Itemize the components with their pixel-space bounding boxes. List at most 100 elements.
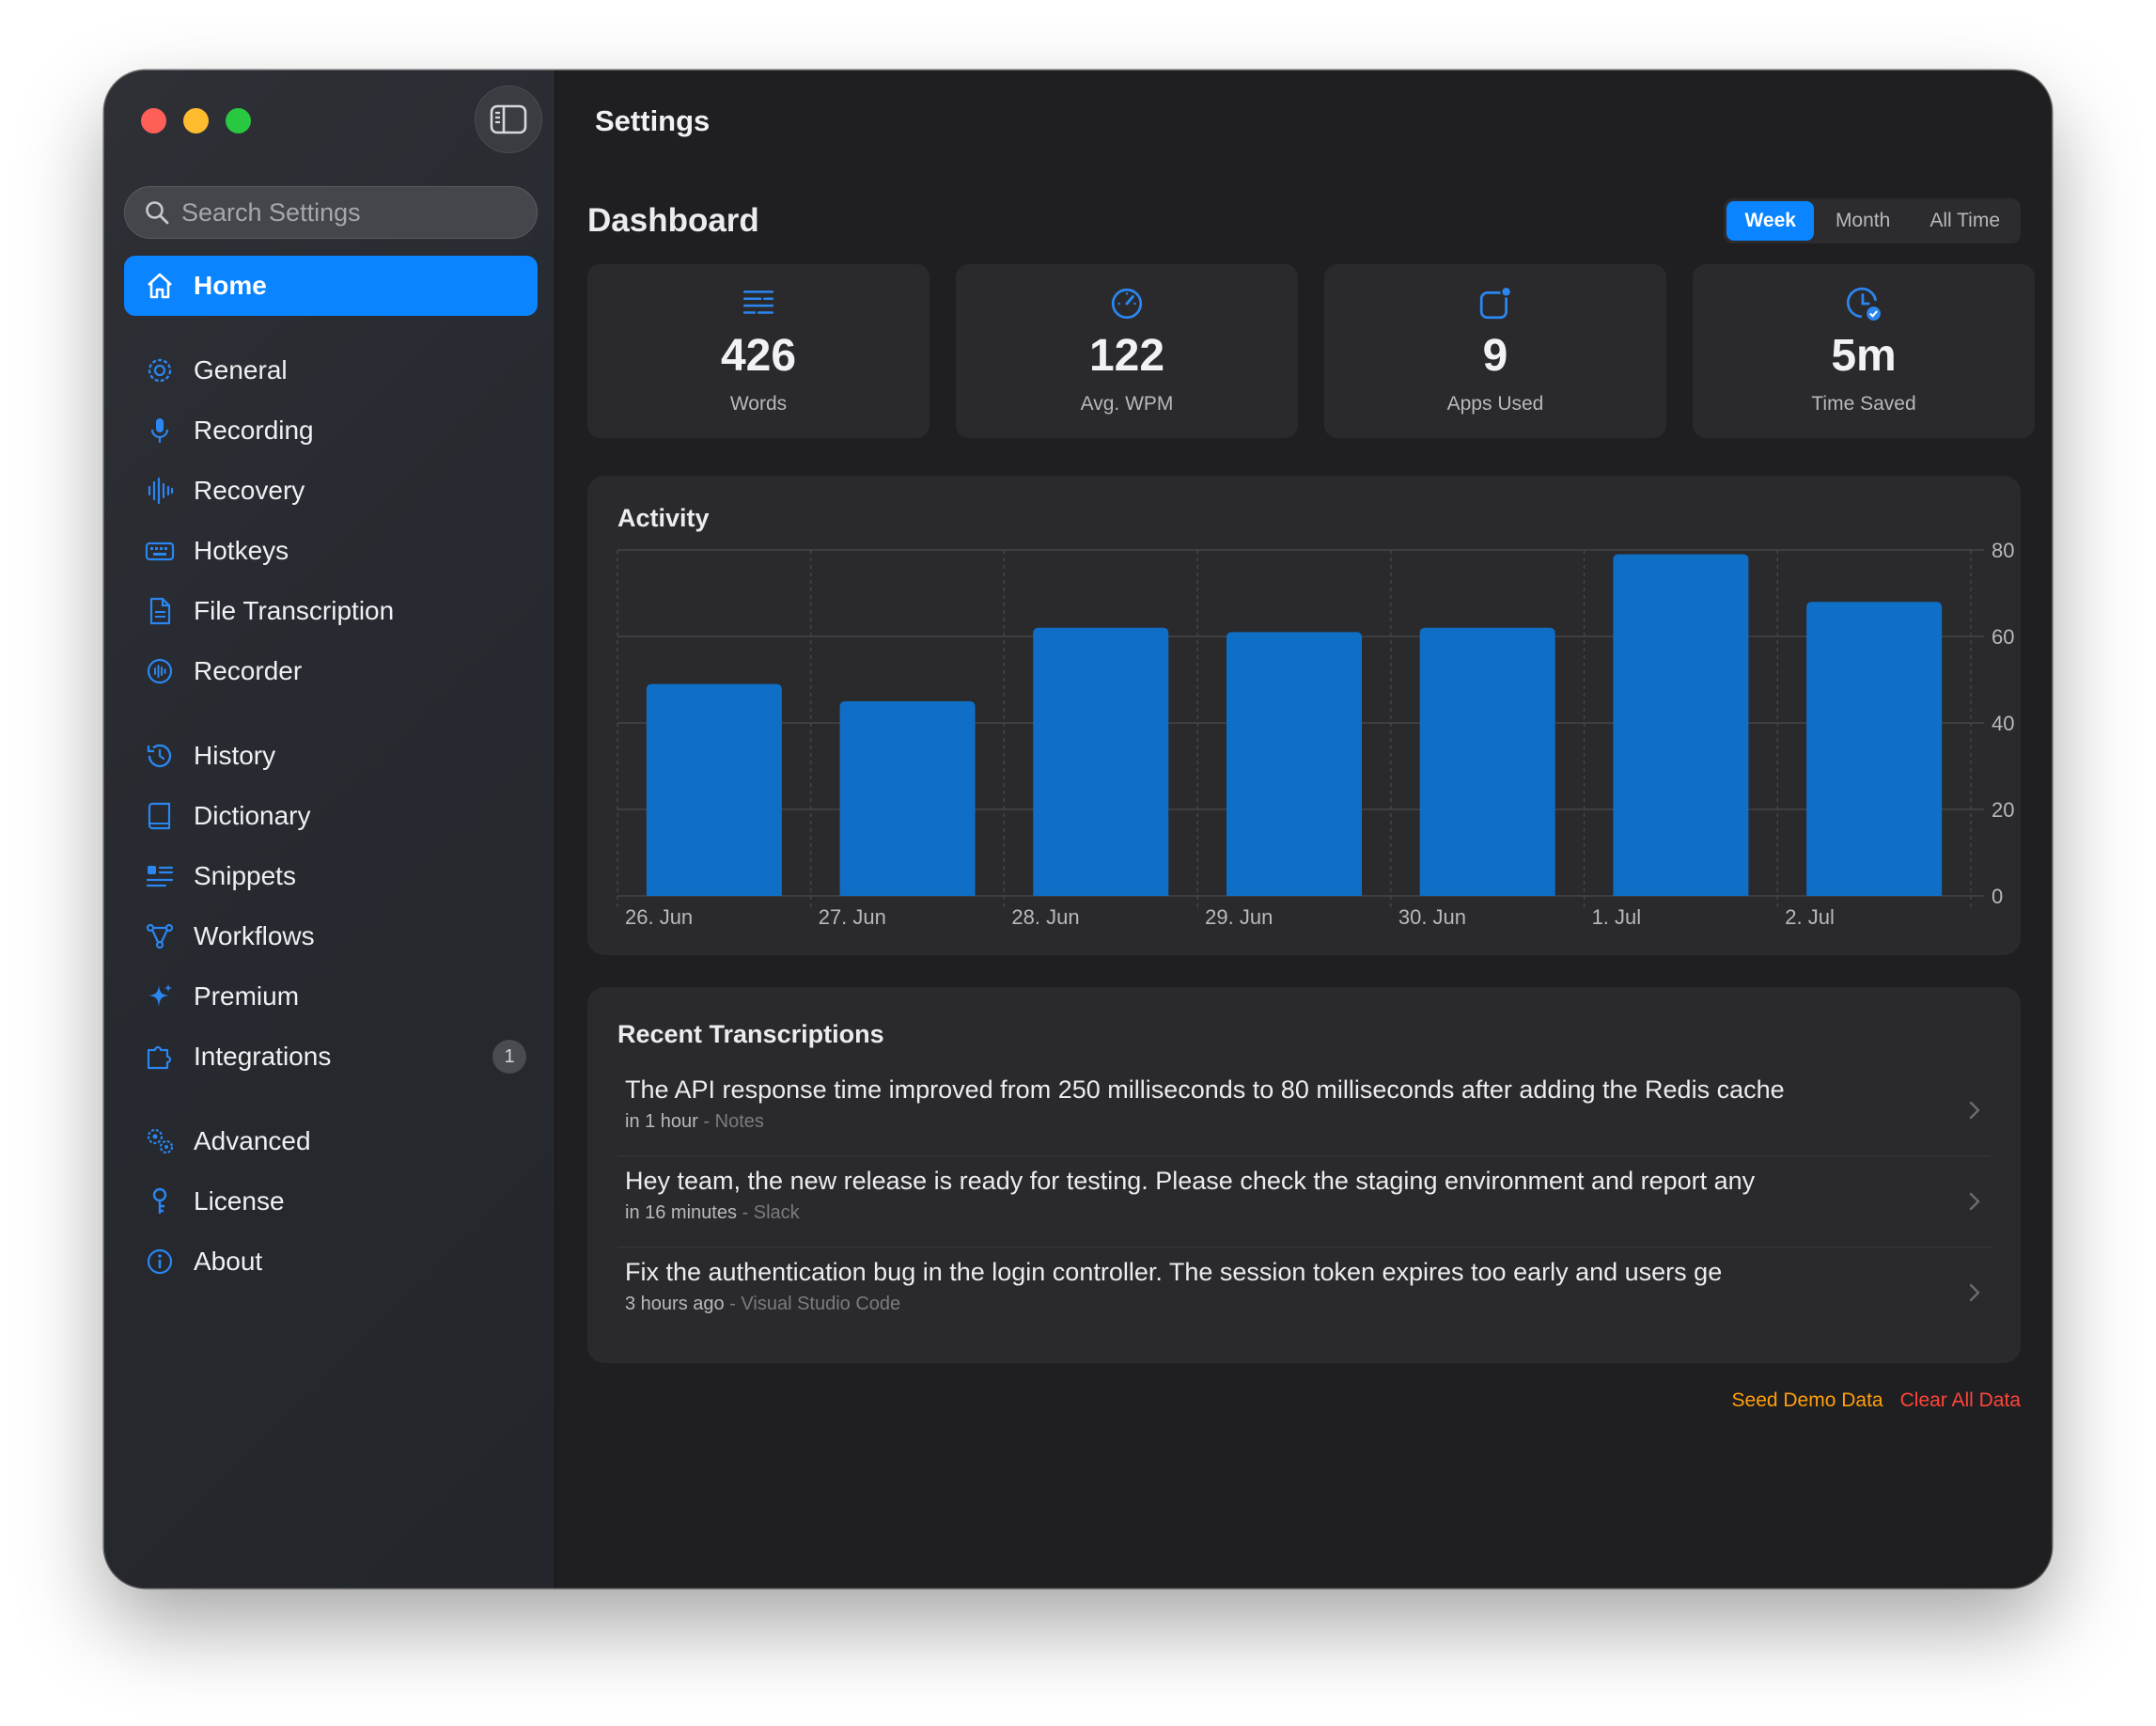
settings-window: Home General Recording Recovery Hotkeys File … [104,71,2052,1588]
x-tick-label: 29. Jun [1205,905,1273,929]
transcription-text: Fix the authentication bug in the login … [625,1258,1723,1286]
speedometer-icon [1109,285,1145,322]
sidebar-item-recorder[interactable]: Recorder [124,641,538,701]
sidebar-item-recovery[interactable]: Recovery [124,461,538,521]
stat-card-words: 426 Words [587,264,930,438]
sidebar-item-label: Hotkeys [194,536,289,565]
transcription-app: - Slack [742,1202,800,1223]
sidebar-item-general[interactable]: General [124,340,538,400]
activity-bar [1419,627,1555,896]
sidebar-nav: Home General Recording Recovery Hotkeys File … [124,256,538,1292]
stat-value: 9 [1482,331,1508,381]
sidebar-item-label: File Transcription [194,596,395,625]
sidebar-item-label: Recording [194,416,314,445]
transcription-row[interactable]: The API response time improved from 250 … [617,1066,1991,1156]
transcription-time: in 16 minutes [625,1202,737,1223]
close-window-button[interactable] [141,108,166,133]
sidebar-item-history[interactable]: History [124,726,538,786]
stat-value: 5m [1831,331,1897,381]
notification-badge: 1 [492,1040,526,1074]
keyboard-icon [145,536,175,566]
search-input[interactable] [181,197,520,228]
sidebar-item-integrations[interactable]: Integrations 1 [124,1027,538,1087]
sidebar-item-license[interactable]: License [124,1171,538,1232]
stat-value: 122 [1088,331,1165,381]
record-circle-icon [145,656,175,686]
range-segmented-control: Week Month All Time [1724,198,2021,243]
transcription-row[interactable]: Hey team, the new release is ready for t… [617,1157,1991,1247]
gears-icon [145,1126,175,1156]
sidebar-item-premium[interactable]: Premium [124,966,538,1027]
dashboard-title: Dashboard [587,202,759,239]
y-tick-label: 20 [1992,798,2014,822]
activity-bar [1613,554,1749,896]
y-tick-label: 60 [1992,625,2014,649]
sidebar-item-label: Recovery [194,476,305,505]
nav-group-spacer [124,316,538,340]
stat-value: 426 [720,331,797,381]
sidebar-item-recording[interactable]: Recording [124,400,538,461]
sidebar-item-workflows[interactable]: Workflows [124,906,538,966]
sidebar-item-label: Premium [194,981,300,1011]
range-option-month[interactable]: Month [1835,210,1891,231]
footer-links: Seed Demo Data Clear All Data [1732,1389,2021,1412]
activity-chart: 0 20 40 60 80 26. Jun 27. Jun 28. Jun 29. Jun 30.… [617,539,2014,929]
stat-card-avg-wpm: 122 Avg. WPM [956,264,1298,438]
x-tick-label: 30. Jun [1398,905,1466,929]
sidebar-item-snippets[interactable]: Snippets [124,846,538,906]
sidebar-toggle-icon [490,104,527,134]
info-icon [145,1247,175,1277]
sidebar-item-label: Dictionary [194,801,311,830]
sidebar-item-label: Recorder [194,656,303,685]
x-tick-label: 2. Jul [1785,905,1835,929]
sidebar-toggle-button[interactable] [475,86,542,153]
sidebar: Home General Recording Recovery Hotkeys File … [104,71,555,1588]
activity-bar [1226,632,1362,896]
range-option-week[interactable]: Week [1726,201,1814,241]
sidebar-item-home[interactable]: Home [124,256,538,316]
activity-title: Activity [617,504,710,532]
chevron-right-icon [1968,1191,1981,1216]
y-tick-label: 40 [1992,712,2014,735]
seed-demo-data-link[interactable]: Seed Demo Data [1731,1389,1883,1411]
snippets-icon [145,861,175,891]
document-icon [145,596,175,626]
y-tick-label: 80 [1992,539,2014,562]
stat-label: Avg. WPM [1080,393,1174,415]
book-icon [145,801,175,831]
sidebar-item-file-transcription[interactable]: File Transcription [124,581,538,641]
sidebar-item-label: History [194,741,276,770]
minimize-window-button[interactable] [183,108,209,133]
waveform-icon [145,476,175,506]
zoom-window-button[interactable] [226,108,251,133]
activity-bar [1806,602,1943,896]
text-lines-icon [741,285,776,322]
range-option-all-time[interactable]: All Time [1929,210,2000,231]
transcription-meta: 3 hours ago - Visual Studio Code [625,1294,900,1315]
search-field[interactable] [124,186,538,239]
transcription-time: 3 hours ago [625,1294,725,1314]
sidebar-item-label: Advanced [194,1126,311,1155]
main-content: Settings Dashboard Week Month All Time 426… [556,71,2052,1588]
flow-icon [145,921,175,951]
sidebar-item-label: About [194,1247,263,1276]
sidebar-item-label: Snippets [194,861,296,890]
x-tick-label: 1. Jul [1592,905,1642,929]
sidebar-item-label: Workflows [194,921,315,950]
sidebar-item-advanced[interactable]: Advanced [124,1111,538,1171]
sidebar-item-label: Integrations [194,1042,332,1071]
transcription-text: The API response time improved from 250 … [625,1075,1785,1104]
clock-history-icon [145,741,175,771]
stat-card-apps-used: 9 Apps Used [1324,264,1666,438]
transcription-time: in 1 hour [625,1111,698,1132]
x-tick-label: 27. Jun [819,905,886,929]
transcription-app: - Visual Studio Code [729,1294,901,1314]
sidebar-item-hotkeys[interactable]: Hotkeys [124,521,538,581]
clear-all-data-link[interactable]: Clear All Data [1899,1389,2021,1411]
transcription-row[interactable]: Fix the authentication bug in the login … [617,1248,1991,1339]
activity-bar [1033,627,1169,896]
sidebar-item-dictionary[interactable]: Dictionary [124,786,538,846]
transcription-app: - Notes [703,1111,764,1132]
sidebar-item-about[interactable]: About [124,1232,538,1292]
recent-transcriptions-card: Recent Transcriptions The API response t… [587,987,2021,1363]
